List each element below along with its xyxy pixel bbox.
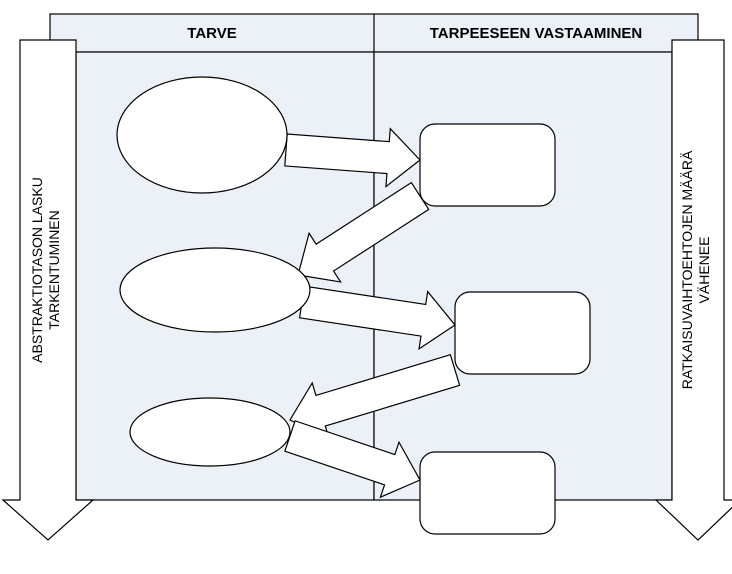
- need-ellipse-2: [120, 248, 310, 332]
- header-right-label: TARPEESEEN VASTAAMINEN: [430, 25, 643, 42]
- right-panel: [374, 52, 672, 500]
- response-box-1: [420, 124, 555, 206]
- need-ellipse-1: [117, 77, 287, 193]
- need-ellipse-3: [130, 398, 290, 466]
- response-box-3: [420, 452, 555, 534]
- response-box-2: [455, 292, 590, 374]
- process-diagram: TARVE TARPEESEEN VASTAAMINEN ABSTRAKTIOTAS…: [0, 0, 732, 574]
- left-side-label-2: TARKENTUMINEN: [46, 210, 62, 330]
- right-side-label-1: RATKAISUVAIHTOEHTOJEN MÄÄRÄ: [679, 150, 695, 389]
- left-side-label-1: ABSTRAKTIOTASON LASKU: [29, 177, 45, 363]
- header-left-label: TARVE: [187, 25, 236, 42]
- right-side-label-2: VÄHENEE: [696, 237, 712, 304]
